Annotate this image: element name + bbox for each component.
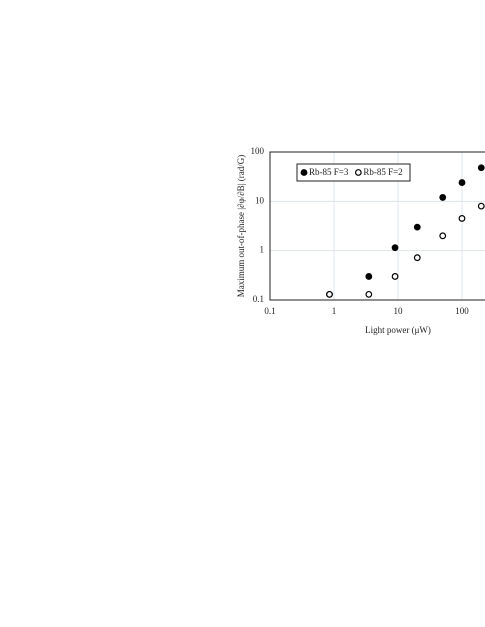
legend-label: Rb-85 F=2 (363, 167, 402, 177)
y-tick-label: 0.1 (253, 294, 264, 304)
data-point (326, 290, 333, 298)
y-tick-label: 100 (251, 146, 265, 156)
x-tick-label: 10 (394, 306, 404, 316)
y-axis-label: Maximum out-of-phase |∂φ/∂B| (rad/G) (236, 155, 246, 297)
plot-frame (269, 151, 485, 301)
data-point (458, 215, 466, 222)
data-point (413, 223, 421, 231)
legend-marker (300, 169, 308, 176)
data-point (477, 164, 485, 172)
legend-label: Rb-85 F=3 (309, 167, 349, 177)
data-point (439, 232, 447, 240)
x-axis-label: Light power (μW) (365, 325, 431, 335)
y-tick-label: 1 (260, 245, 265, 255)
data-point (391, 273, 399, 280)
legend-marker (354, 169, 362, 176)
data-point (458, 179, 466, 186)
x-tick-label: 1 (332, 306, 337, 316)
data-point (413, 254, 421, 262)
data-point (365, 290, 373, 298)
data-point (477, 202, 485, 210)
data-point (391, 244, 399, 252)
x-tick-label: 0.1 (264, 306, 275, 316)
x-tick-label: 100 (455, 306, 469, 316)
legend-box (296, 163, 411, 182)
y-tick-label: 10 (255, 195, 265, 205)
data-point (365, 273, 373, 280)
data-point (439, 194, 447, 201)
